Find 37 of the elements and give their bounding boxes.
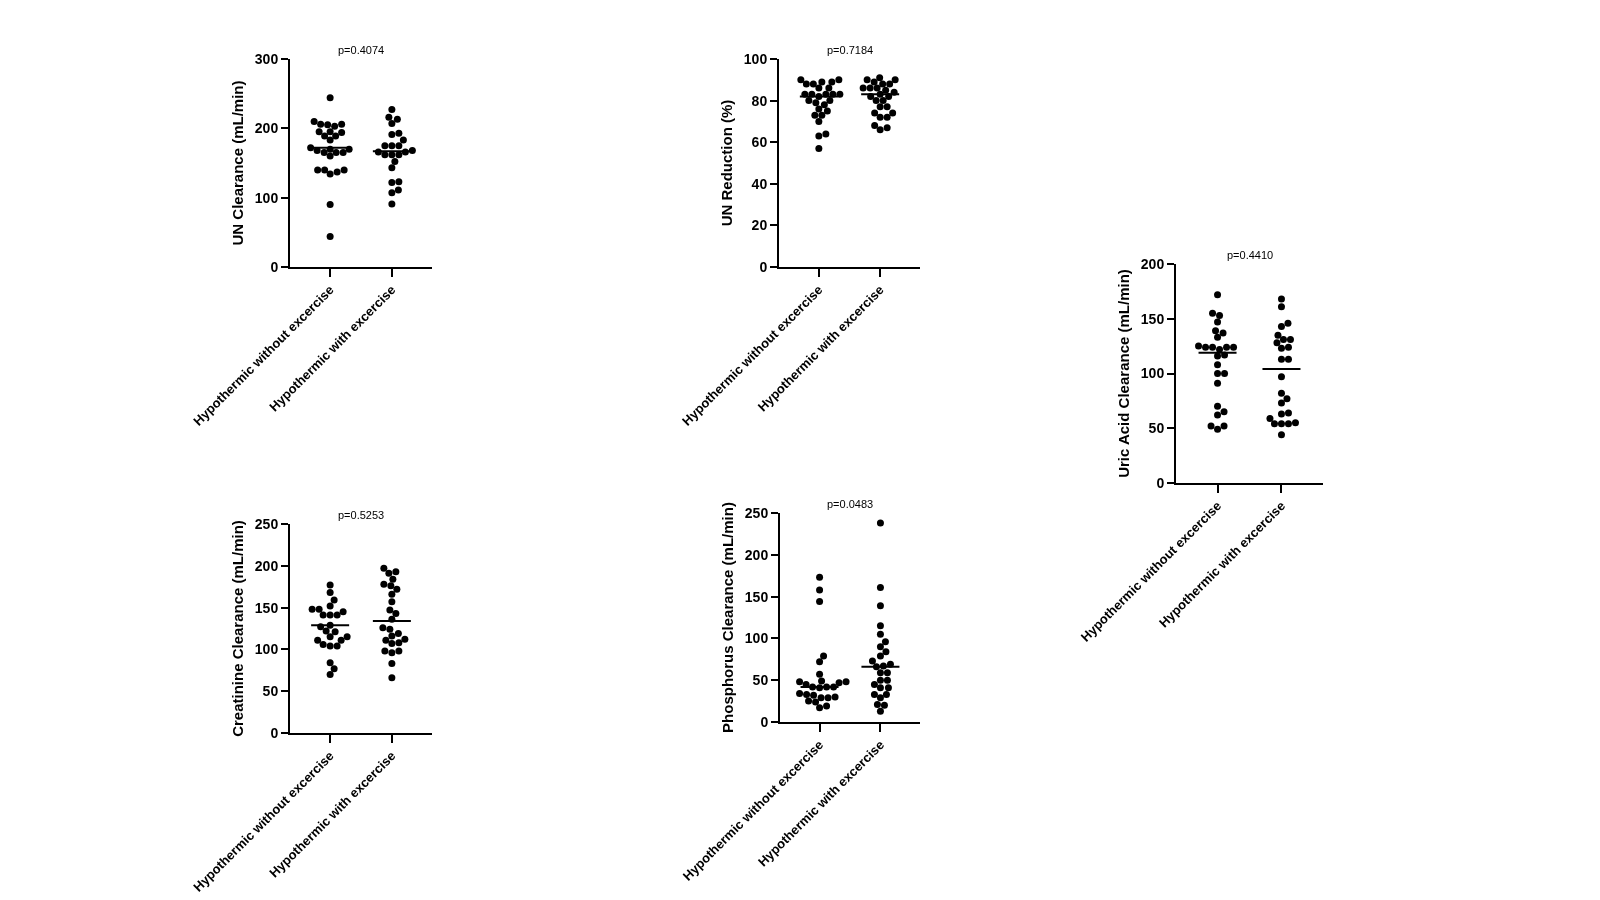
text: p=0.0483 — [827, 498, 874, 510]
y-tick-label: 0 — [759, 258, 768, 275]
y-tick-label: 200 — [744, 546, 769, 563]
y-tick-label: 150 — [744, 588, 769, 605]
y-tick-label: 100 — [744, 630, 769, 647]
y-tick-label: 200 — [254, 557, 279, 574]
y-tick-label: 40 — [751, 175, 768, 192]
y-tick-label: 0 — [760, 713, 769, 730]
y-tick-label: 50 — [262, 683, 279, 700]
y-axis-title: Uric Acid Clearance (mL/min) — [1114, 269, 1132, 478]
y-axis-title: Creatinine Clearance (mL/min) — [228, 520, 246, 737]
y-tick-label: 0 — [270, 724, 279, 741]
y-tick-label: 250 — [744, 504, 769, 521]
y-tick-label: 150 — [254, 599, 279, 616]
y-tick-label: 100 — [1140, 365, 1165, 382]
y-tick-label: 0 — [1156, 474, 1165, 491]
text: p=0.7184 — [827, 44, 874, 56]
y-tick-label: 100 — [743, 50, 768, 67]
y-tick-label: 100 — [254, 641, 279, 658]
text: p=0.4074 — [338, 44, 385, 56]
y-tick-label: 20 — [751, 217, 768, 234]
y-tick-label: 250 — [254, 515, 279, 532]
y-tick-label: 50 — [752, 672, 769, 689]
y-tick-label: 200 — [1140, 255, 1165, 272]
y-tick-label: 50 — [1148, 420, 1165, 437]
y-tick-label: 300 — [254, 50, 279, 67]
y-axis-title: UN Clearance (mL/min) — [228, 80, 246, 246]
y-tick-label: 100 — [254, 189, 279, 206]
text: p=0.5253 — [338, 509, 385, 521]
y-axis-title: UN Reduction (%) — [717, 99, 735, 227]
y-tick-label: 0 — [270, 258, 279, 275]
y-tick-label: 80 — [751, 92, 768, 109]
y-tick-label: 200 — [254, 120, 279, 137]
y-axis-title: Phosphorus Clearance (mL/min) — [718, 502, 736, 733]
y-tick-label: 150 — [1140, 310, 1165, 327]
text: p=0.4410 — [1227, 249, 1274, 261]
y-tick-label: 60 — [751, 134, 768, 151]
